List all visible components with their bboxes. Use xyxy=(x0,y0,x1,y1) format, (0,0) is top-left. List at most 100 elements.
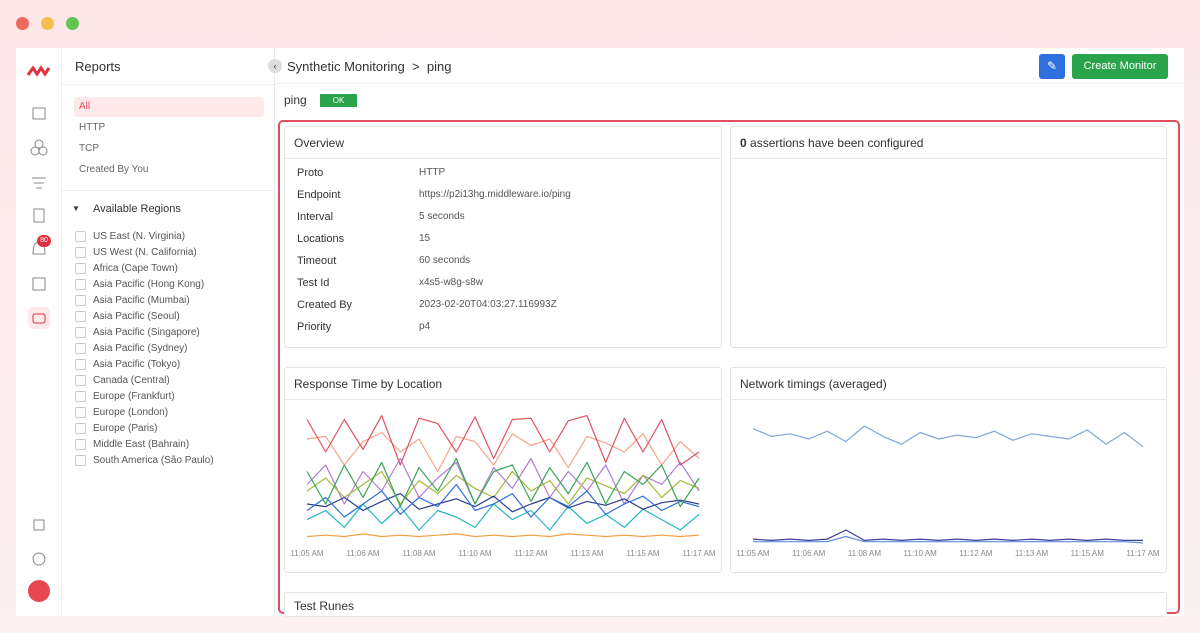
checkbox[interactable] xyxy=(75,278,86,290)
checkbox[interactable] xyxy=(75,246,86,258)
grid-icon[interactable] xyxy=(33,519,45,531)
region-label: Asia Pacific (Mumbai) xyxy=(93,294,190,306)
overview-row: Endpoint https://p2i13hg.middleware.io/pi… xyxy=(297,189,571,211)
checkbox[interactable] xyxy=(75,326,86,338)
checkbox[interactable] xyxy=(75,262,86,274)
region-list: US East (N. Virginia) US West (N. Califor… xyxy=(75,228,214,468)
region-label: US East (N. Virginia) xyxy=(93,230,186,242)
notification-badge: 80 xyxy=(37,235,51,247)
chart-panel: Network timings (averaged) 11:05 AM 11:06… xyxy=(730,367,1167,573)
home-icon[interactable] xyxy=(32,107,46,120)
region-label: Europe (Frankfurt) xyxy=(93,390,175,402)
region-label: US West (N. California) xyxy=(93,246,197,258)
filter-icon[interactable] xyxy=(32,177,46,189)
region-row: US East (N. Virginia) xyxy=(75,228,214,244)
overview-row: Test Id x4s5-w8g-s8w xyxy=(297,277,571,299)
checkbox[interactable] xyxy=(75,358,86,370)
x-tick-label: 11:10 AM xyxy=(904,549,938,558)
doc-icon[interactable] xyxy=(33,208,45,223)
region-label: Africa (Cape Town) xyxy=(93,262,178,274)
row-value: p4 xyxy=(419,321,431,332)
region-label: Asia Pacific (Hong Kong) xyxy=(93,278,205,290)
overview-rows: Proto HTTP Endpoint https://p2i13hg.middlew… xyxy=(297,167,571,343)
row-value: 5 seconds xyxy=(419,211,465,222)
series-line xyxy=(306,457,700,505)
chart-icon[interactable] xyxy=(32,277,46,291)
panel-title: Response Time by Location xyxy=(285,368,721,400)
close-dot[interactable] xyxy=(16,17,29,30)
header: ‹ Synthetic Monitoring > ping ✎ Create M… xyxy=(268,48,1184,84)
region-row: US West (N. California) xyxy=(75,244,214,260)
checkbox[interactable] xyxy=(75,406,86,418)
x-tick-label: 11:13 AM xyxy=(570,549,604,558)
apps-icon[interactable] xyxy=(34,139,44,149)
divider xyxy=(62,190,275,191)
crumb[interactable]: Synthetic Monitoring xyxy=(287,59,405,74)
checkbox[interactable] xyxy=(75,438,86,450)
region-label: South America (São Paulo) xyxy=(93,454,214,466)
row-value: 15 xyxy=(419,233,431,244)
x-tick-label: 11:12 AM xyxy=(959,549,993,558)
panel-title: Network timings (averaged) xyxy=(731,368,1166,400)
series-line xyxy=(306,503,700,531)
bot-icon[interactable] xyxy=(28,307,50,329)
panel-title: 0 assertions have been configured xyxy=(731,127,1166,159)
filter-item[interactable]: HTTP xyxy=(79,122,106,133)
chart-panel: Response Time by Location 11:05 AM 11:06 … xyxy=(284,367,722,573)
x-tick-label: 11:06 AM xyxy=(792,549,826,558)
crumb-separator: > xyxy=(412,59,420,74)
filter-item[interactable]: Created By You xyxy=(79,164,149,175)
sidebar-title: Reports xyxy=(75,59,121,74)
region-label: Asia Pacific (Singapore) xyxy=(93,326,200,338)
region-row: Africa (Cape Town) xyxy=(75,260,214,276)
create-button[interactable]: Create Monitor xyxy=(1072,54,1168,79)
row-value: https://p2i13hg.middleware.io/ping xyxy=(419,189,571,200)
checkbox[interactable] xyxy=(75,454,86,466)
checkbox[interactable] xyxy=(75,230,86,242)
region-label: Europe (Paris) xyxy=(93,422,158,434)
chart: 11:05 AM 11:06 AM 11:08 AM 11:10 AM 11:12 AM… xyxy=(736,425,1160,558)
crumb: ping xyxy=(426,59,452,74)
x-tick-label: 11:10 AM xyxy=(458,549,492,558)
filter-list: All HTTP TCP Created By You xyxy=(74,97,264,181)
rail-icons xyxy=(26,65,51,602)
checkbox[interactable] xyxy=(75,310,86,322)
row-key: Proto xyxy=(297,167,324,179)
checkbox[interactable] xyxy=(75,342,86,354)
x-tick-label: 11:05 AM xyxy=(290,549,324,558)
monitor-name: ping xyxy=(284,93,307,107)
x-tick-label: 11:05 AM xyxy=(736,549,770,558)
overview-panel: Overview Proto HTTP Endpoint https://p2i13h… xyxy=(284,126,722,348)
overview-row: Created By 2023-02-20T04:03:27.116993Z xyxy=(297,299,571,321)
region-label: Europe (London) xyxy=(93,406,169,418)
row-value: 2023-02-20T04:03:27.116993Z xyxy=(419,299,557,310)
series-line xyxy=(753,535,1144,544)
settings-icon[interactable] xyxy=(32,552,46,566)
series-line xyxy=(306,483,700,518)
region-row: South America (São Paulo) xyxy=(75,452,214,468)
max-dot[interactable] xyxy=(66,17,79,30)
collapse-button[interactable]: ‹ xyxy=(268,59,282,73)
filter-item[interactable]: TCP xyxy=(79,143,99,154)
checkbox[interactable] xyxy=(75,422,86,434)
edit-button[interactable]: ✎ xyxy=(1039,54,1065,79)
region-row: Asia Pacific (Seoul) xyxy=(75,308,214,324)
series-line xyxy=(306,470,700,505)
avatar[interactable] xyxy=(28,580,50,602)
checkbox[interactable] xyxy=(75,390,86,402)
x-tick-label: 11:08 AM xyxy=(848,549,882,558)
test-runs-panel: Test Runes xyxy=(284,592,1167,617)
checkbox[interactable] xyxy=(75,294,86,306)
series-line xyxy=(306,415,700,466)
series-line xyxy=(306,457,700,508)
region-label: Asia Pacific (Seoul) xyxy=(93,310,180,322)
filter-item[interactable]: All xyxy=(74,97,264,117)
overview-row: Locations 15 xyxy=(297,233,571,255)
row-key: Locations xyxy=(297,233,345,245)
regions-title[interactable]: Available Regions xyxy=(93,203,181,215)
x-tick-label: 11:13 AM xyxy=(1015,549,1049,558)
min-dot[interactable] xyxy=(41,17,54,30)
checkbox[interactable] xyxy=(75,374,86,386)
overview-row: Timeout 60 seconds xyxy=(297,255,571,277)
